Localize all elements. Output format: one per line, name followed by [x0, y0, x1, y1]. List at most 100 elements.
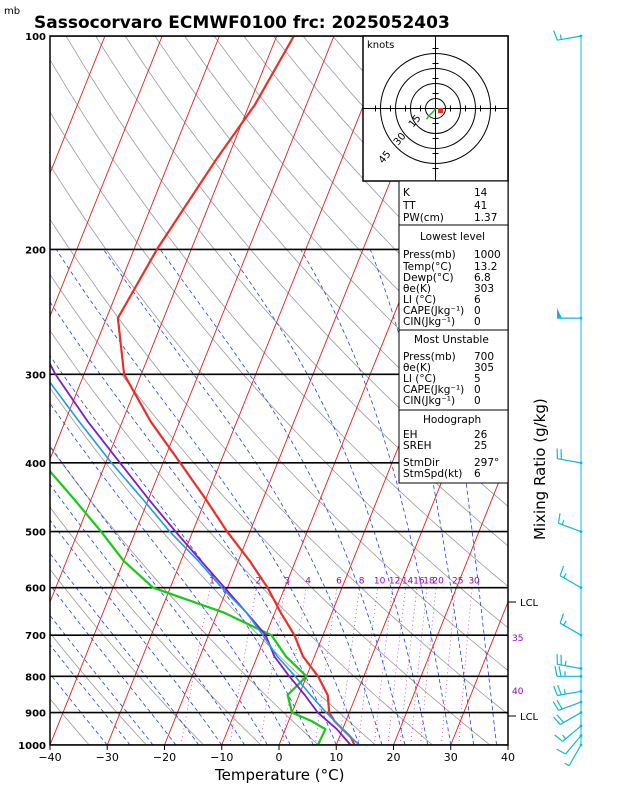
pressure-tick-label: 400 — [25, 459, 46, 470]
wind-barb — [557, 308, 583, 320]
wind-barb-dot — [579, 586, 583, 590]
mixing-ratio-label: 4 — [305, 577, 311, 587]
wind-barb-dot — [579, 667, 583, 670]
index-value: 1.37 — [474, 212, 497, 224]
wind-barb-dot — [579, 530, 583, 533]
lowest-level-value: 0 — [474, 316, 481, 328]
pressure-tick-label: 900 — [25, 709, 46, 720]
pressure-tick-label: 800 — [25, 672, 46, 683]
isotherm — [450, 600, 508, 745]
wind-barb-flag — [556, 699, 563, 710]
moist-adiabat — [50, 402, 291, 745]
right-side-labels: LCL LCL 35 40 — [508, 598, 539, 723]
temperature-tick-label: −10 — [210, 751, 233, 764]
mixing-ratio-line — [441, 587, 457, 745]
pressure-tick-label: 500 — [25, 528, 46, 539]
hodograph-stats-value: 6 — [474, 468, 481, 480]
wind-barb-half-flag — [563, 573, 567, 579]
index-label: PW(cm) — [403, 212, 444, 224]
isotherm — [50, 36, 220, 461]
moist-adiabat — [50, 552, 200, 745]
wind-barb — [559, 565, 583, 590]
temperature-tick-label: −30 — [96, 751, 119, 764]
hodograph-stats-label: SREH — [403, 440, 432, 452]
pressure-tick-label: 100 — [25, 32, 46, 43]
isotherm — [393, 457, 508, 745]
lowest-level-value: 0 — [474, 305, 481, 317]
pressure-tick-label: 600 — [25, 584, 46, 595]
pressure-tick-label: 1000 — [18, 741, 46, 752]
wind-barb-half-flag — [563, 620, 567, 626]
pressure-tick-label: 300 — [25, 370, 46, 381]
pressure-unit-label: mb — [4, 6, 20, 17]
wind-barb — [554, 666, 583, 678]
hodograph-stats-label: StmDir — [403, 457, 440, 469]
hodograph: knots 15 30 45 — [362, 35, 509, 182]
wind-barb-dot — [579, 734, 583, 738]
isotherm — [50, 36, 278, 604]
wind-barb-flag — [559, 565, 565, 576]
wind-barb-dot — [579, 461, 583, 465]
wind-barb-flag — [553, 685, 558, 696]
wind-barb-flag — [556, 748, 566, 755]
hodograph-stats-value: 297° — [474, 457, 499, 469]
dewpoint-profile — [50, 469, 327, 745]
storm-motion-marker — [438, 108, 443, 113]
wind-barb-flag — [559, 613, 565, 624]
wind-barb-flag — [557, 513, 561, 524]
wind-barb-flag — [554, 666, 558, 677]
dry-adiabat — [50, 446, 319, 745]
wind-barb — [556, 654, 583, 670]
wind-barb-half-flag — [559, 34, 562, 40]
lcl-lower-label: LCL — [520, 712, 539, 723]
moist-adiabat — [159, 249, 406, 745]
lowest-level-label: CIN(Jkg⁻¹) — [403, 316, 455, 328]
moist-adiabat — [50, 519, 223, 745]
wind-barb-flag — [552, 701, 559, 711]
most-unstable-label: CIN(Jkg⁻¹) — [403, 395, 455, 407]
wind-barb-half-flag — [564, 762, 570, 767]
most-unstable-label: CAPE(Jkg⁻¹) — [403, 384, 464, 396]
wind-barb — [553, 30, 583, 41]
wind-barb-shaft — [565, 735, 582, 755]
dry-adiabat — [50, 387, 376, 745]
pressure-tick-label: 700 — [25, 631, 46, 642]
dry-adiabat — [50, 58, 508, 587]
sounding-profiles — [50, 36, 360, 745]
lcl-upper-label: LCL — [520, 598, 539, 609]
moist-adiabat — [50, 584, 177, 745]
wind-barb-half-flag — [564, 660, 567, 666]
lowest-level-label: Press(mb) — [403, 249, 456, 261]
isotherm — [106, 36, 392, 745]
temperature-tick-label: 20 — [387, 751, 401, 764]
wind-barb-shaft — [558, 522, 582, 533]
wind-barb-dot — [579, 743, 583, 747]
dry-adiabat — [50, 506, 262, 745]
wind-barb-dot — [579, 700, 583, 704]
wind-barb-half-flag — [561, 519, 565, 525]
dry-adiabat — [154, 36, 508, 431]
dry-adiabat — [50, 164, 508, 672]
moist-adiabat — [226, 249, 429, 745]
index-value: 41 — [474, 200, 487, 212]
moist-adiabat — [300, 249, 452, 745]
wind-barb-shaft — [559, 622, 582, 636]
lowest-level-value: 1000 — [474, 249, 501, 261]
lowest-level-value: 6.8 — [474, 272, 491, 284]
wind-barb-flag — [553, 716, 561, 725]
hodograph-unit-label: knots — [367, 40, 394, 51]
wind-barb-flag — [558, 666, 562, 677]
hodograph-stats-box — [398, 409, 509, 484]
indices-table: K 14 TT 41 PW(cm) 1.37 Lowest level Pres… — [398, 180, 509, 484]
isotherm-40-label: 40 — [512, 687, 524, 697]
wind-barb — [564, 743, 583, 767]
temperature-tick-label: −40 — [38, 751, 61, 764]
lowest-level-value: 303 — [474, 283, 494, 295]
wind-barb-pennant — [557, 308, 562, 319]
mixing-ratio-label: 30 — [468, 577, 480, 587]
most-unstable-value: 305 — [474, 362, 494, 374]
pressure-axis: 100 200 300 400 500 600 700 800 900 1000 — [18, 32, 46, 752]
wind-barb — [553, 711, 583, 726]
most-unstable-value: 700 — [474, 351, 494, 363]
